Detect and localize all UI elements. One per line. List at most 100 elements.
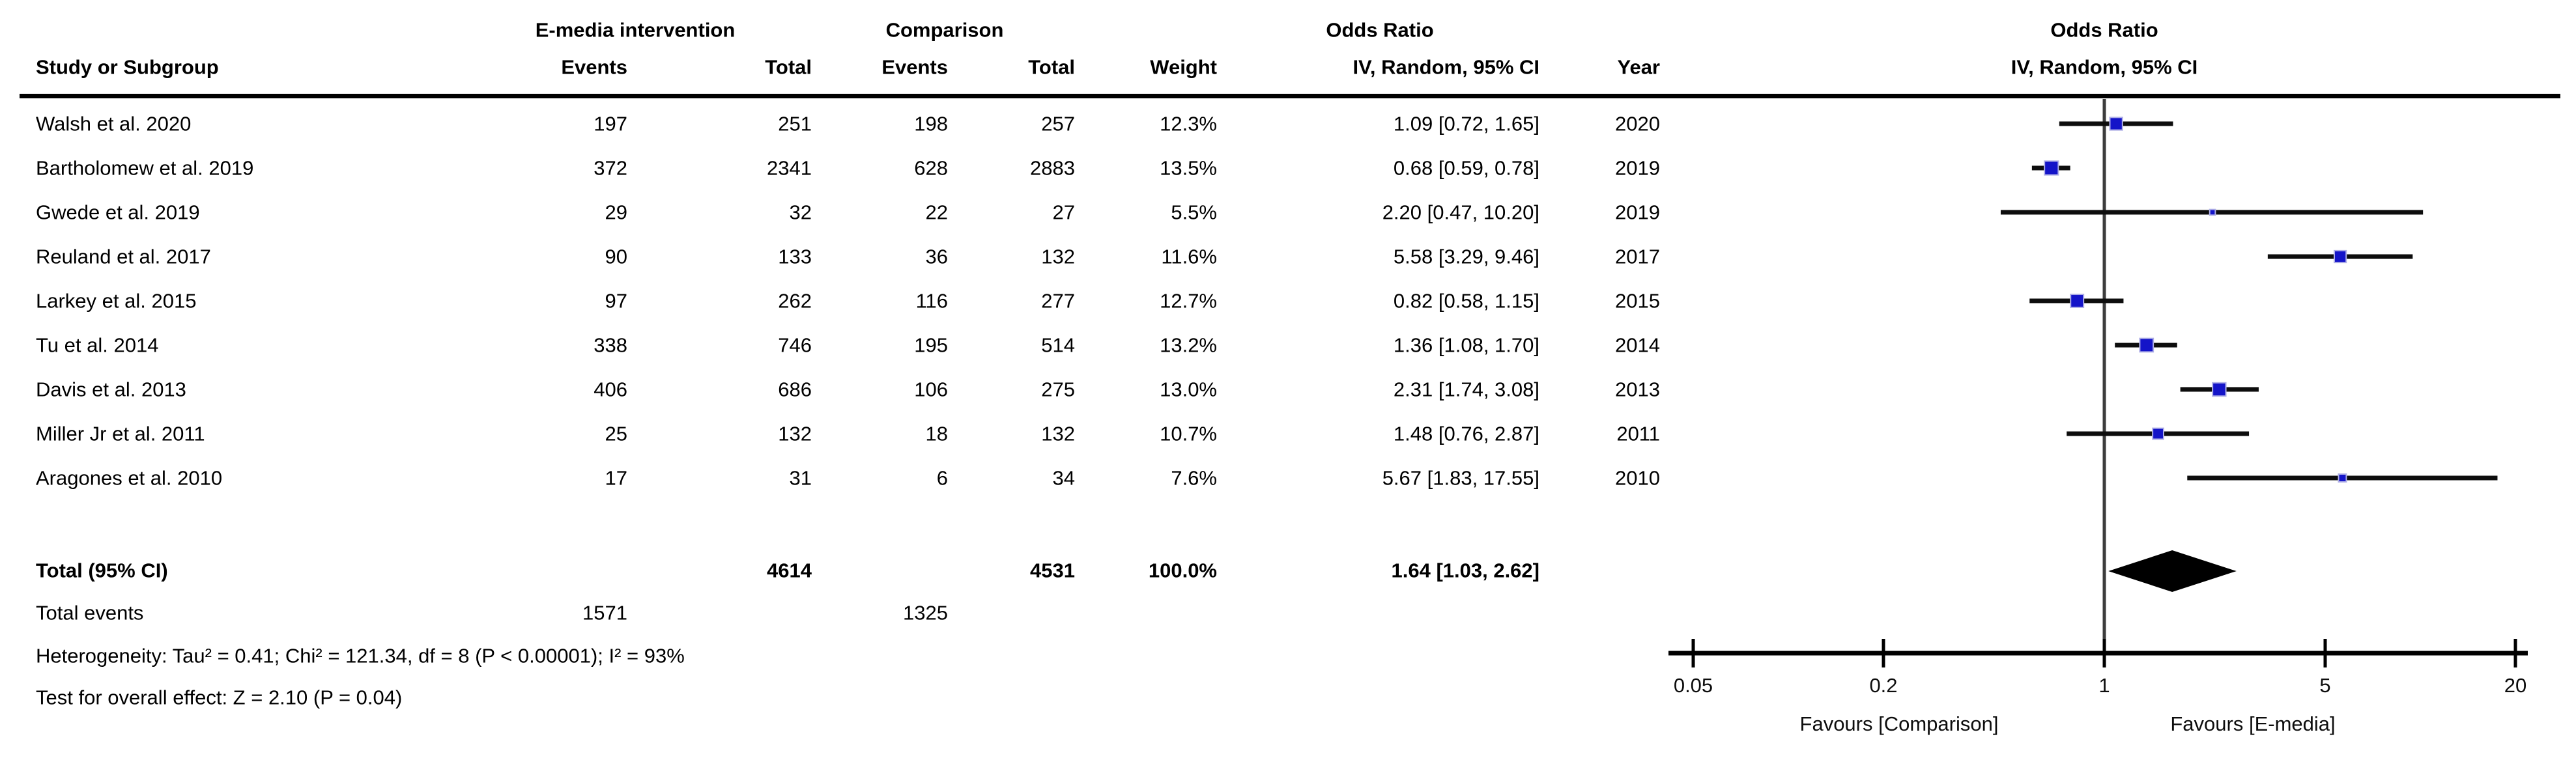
total-events-events2: 1325 [903,601,948,625]
events1-cell: 90 [605,245,627,268]
events2-cell: 628 [914,156,948,180]
or-marker [2212,382,2227,397]
total2-cell: 34 [1052,466,1075,490]
events2-cell: 198 [914,112,948,135]
or-marker [2338,473,2347,483]
or-ci-cell: 2.31 [1.74, 3.08] [1393,378,1539,401]
group-header-odds-ratio: Odds Ratio [1326,18,1434,42]
year-cell: 2010 [1615,466,1660,490]
summary-diamond [2108,550,2237,592]
or-ci-cell: 5.58 [3.29, 9.46] [1393,245,1539,268]
events2-cell: 36 [925,245,948,268]
total1-cell: 746 [778,333,812,357]
col-header-weight: Weight [1150,55,1217,79]
or-ci-cell: 1.48 [0.76, 2.87] [1393,422,1539,445]
total2-cell: 277 [1041,289,1075,313]
col-header-events2: Events [881,55,948,79]
weight-cell: 12.3% [1160,112,1217,135]
weight-cell: 13.2% [1160,333,1217,357]
year-cell: 2013 [1615,378,1660,401]
year-cell: 2019 [1615,156,1660,180]
favours-right-label: Favours [E-media] [2170,712,2335,735]
favours-left-label: Favours [Comparison] [1800,712,1999,735]
weight-cell: 11.6% [1161,245,1217,268]
or-marker [2152,427,2164,440]
axis-tick-label: 0.2 [1869,674,1897,697]
weight-cell: 10.7% [1160,422,1217,445]
total2-cell: 2883 [1030,156,1075,180]
events2-cell: 6 [936,466,948,490]
col-header-study: Study or Subgroup [36,55,219,79]
study-label: Aragones et al. 2010 [36,466,223,490]
axis-tick-label: 5 [2319,674,2330,697]
weight-cell: 13.5% [1160,156,1217,180]
events1-cell: 17 [605,466,627,490]
study-label: Tu et al. 2014 [36,333,159,357]
total2-cell: 132 [1041,245,1075,268]
total-row-weight: 100.0% [1148,559,1217,582]
total-events-label: Total events [36,601,144,625]
total1-cell: 251 [778,112,812,135]
events1-cell: 97 [605,289,627,313]
or-marker [2044,160,2059,176]
or-ci-cell: 0.68 [0.59, 0.78] [1393,156,1539,180]
col-header-year: Year [1617,55,1660,79]
study-label: Gwede et al. 2019 [36,201,200,224]
total1-cell: 262 [778,289,812,313]
events2-cell: 22 [925,201,948,224]
study-label: Davis et al. 2013 [36,378,186,401]
col-header-events1: Events [561,55,627,79]
events1-cell: 406 [594,378,627,401]
year-cell: 2019 [1615,201,1660,224]
weight-cell: 7.6% [1171,466,1217,490]
total1-cell: 686 [778,378,812,401]
total2-cell: 514 [1041,333,1075,357]
or-marker [2209,208,2216,216]
total2-cell: 132 [1041,422,1075,445]
heterogeneity-note: Heterogeneity: Tau² = 0.41; Chi² = 121.3… [36,644,685,667]
total-row-label: Total (95% CI) [36,559,168,582]
or-marker [2070,294,2085,308]
events1-cell: 29 [605,201,627,224]
events2-cell: 195 [914,333,948,357]
study-label: Larkey et al. 2015 [36,289,197,313]
group-header-comparison: Comparison [885,18,1004,42]
total2-cell: 27 [1052,201,1075,224]
or-marker [2109,117,2123,131]
or-ci-cell: 1.36 [1.08, 1.70] [1393,333,1539,357]
group-header-odds-ratio-plot: Odds Ratio [2050,18,2158,42]
total1-cell: 2341 [767,156,812,180]
total1-cell: 133 [778,245,812,268]
study-label: Bartholomew et al. 2019 [36,156,254,180]
events2-cell: 18 [925,422,948,445]
study-label: Walsh et al. 2020 [36,112,192,135]
total-row-or-ci: 1.64 [1.03, 2.62] [1391,559,1540,582]
weight-cell: 12.7% [1160,289,1217,313]
study-label: Miller Jr et al. 2011 [36,422,205,445]
events1-cell: 338 [594,333,627,357]
or-ci-cell: 2.20 [0.47, 10.20] [1382,201,1539,224]
events1-cell: 372 [594,156,627,180]
year-cell: 2020 [1615,112,1660,135]
total1-cell: 32 [789,201,812,224]
study-label: Reuland et al. 2017 [36,245,211,268]
weight-cell: 13.0% [1160,378,1217,401]
total-row-total2: 4531 [1030,559,1075,582]
weight-cell: 5.5% [1171,201,1217,224]
events2-cell: 106 [914,378,948,401]
or-ci-cell: 1.09 [0.72, 1.65] [1393,112,1539,135]
events2-cell: 116 [915,289,948,313]
or-marker [2334,249,2347,264]
or-ci-cell: 0.82 [0.58, 1.15] [1393,289,1539,313]
events1-cell: 25 [605,422,627,445]
events1-cell: 197 [594,112,627,135]
year-cell: 2017 [1615,245,1660,268]
col-header-total1: Total [765,55,812,79]
or-ci-cell: 5.67 [1.83, 17.55] [1382,466,1539,490]
total1-cell: 132 [778,422,812,445]
axis-tick-label: 1 [2098,674,2110,697]
overall-effect-note: Test for overall effect: Z = 2.10 (P = 0… [36,686,403,709]
total2-cell: 275 [1041,378,1075,401]
